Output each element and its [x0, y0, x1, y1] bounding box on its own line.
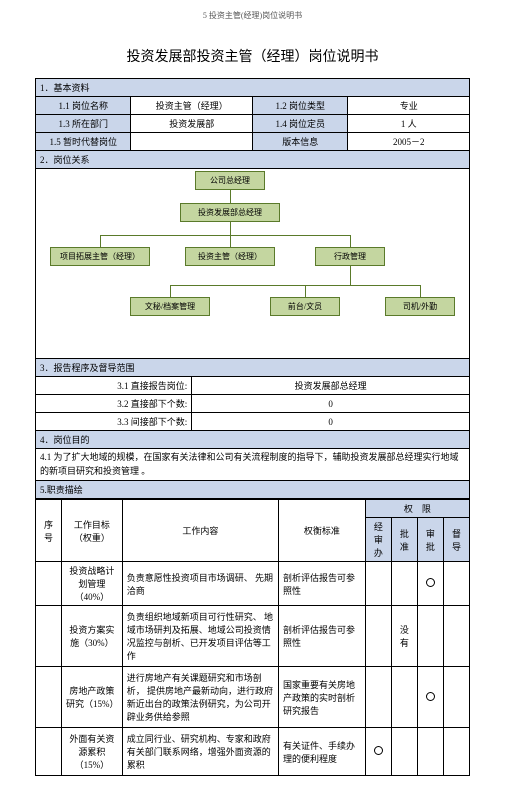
auth-cell — [391, 728, 417, 776]
section-2-header: 2．岗位关系 — [36, 151, 470, 169]
org-chart: 公司总经理 投资发展部总经理 项目拓展主管（经理） 投资主管（经理） — [40, 171, 465, 356]
circle-icon — [426, 578, 435, 587]
label-version: 版本信息 — [252, 133, 347, 151]
table-cell: 投资方案实施（30%） — [62, 606, 123, 667]
value-substitute — [131, 133, 253, 151]
value-headcount: 1 人 — [348, 115, 470, 133]
auth-cell — [365, 606, 391, 667]
auth-cell — [365, 728, 391, 776]
org-line — [230, 235, 231, 247]
auth-cell — [365, 562, 391, 606]
col-auth-4: 督导 — [443, 518, 469, 562]
org-node-investment-mgr: 投资主管（经理） — [185, 247, 275, 266]
table-cell: 负责组织地域新项目可行性研究、 地域市场研判及拓展、地域公司投资情况监控与剖析、… — [122, 606, 278, 667]
col-auth-2: 批准 — [391, 518, 417, 562]
auth-cell — [365, 667, 391, 728]
section-4-header: 4．岗位目的 — [36, 431, 470, 449]
table-cell — [36, 728, 62, 776]
responsibilities-table: 序号 工作目标（权重） 工作内容 权衡标准 权 限 经审办 批准 审批 督导 投… — [35, 499, 470, 776]
col-auth: 权 限 — [365, 500, 469, 518]
auth-cell — [417, 562, 443, 606]
org-node-driver: 司机/外勤 — [385, 297, 455, 316]
org-line — [305, 285, 306, 297]
auth-cell — [417, 606, 443, 667]
value-department: 投资发展部 — [131, 115, 253, 133]
auth-cell — [443, 606, 469, 667]
document-title: 投资发展部投资主管（经理）岗位说明书 — [35, 46, 470, 66]
label-direct-sub: 3.2 直接部下个数: — [36, 395, 192, 413]
table-cell — [36, 562, 62, 606]
circle-icon — [374, 746, 383, 755]
col-standard: 权衡标准 — [279, 500, 366, 562]
label-substitute: 1.5 暂时代替岗位 — [36, 133, 131, 151]
section-5-header: 5.职责描绘 — [36, 481, 470, 499]
label-position-name: 1.1 岗位名称 — [36, 97, 131, 115]
section-3-header: 3．报告程序及督导范围 — [36, 359, 470, 377]
org-line — [420, 285, 421, 297]
table-cell: 国家重要有关房地产政策的实时剖析研究报告 — [279, 667, 366, 728]
table-cell: 负责意愿性投资项目市场调研、 先期洽商 — [122, 562, 278, 606]
table-cell: 成立同行业、研究机构、专家和政府有关部门联系网络，增强外面资源的累积 — [122, 728, 278, 776]
auth-cell — [443, 728, 469, 776]
auth-cell — [417, 728, 443, 776]
value-position-type: 专业 — [348, 97, 470, 115]
org-chart-area: 公司总经理 投资发展部总经理 项目拓展主管（经理） 投资主管（经理） — [36, 169, 470, 359]
col-goal: 工作目标（权重） — [62, 500, 123, 562]
col-auth-1: 经审办 — [365, 518, 391, 562]
main-table: 1．基本资料 1.1 岗位名称 投资主管（经理） 1.2 岗位类型 专业 1.3… — [35, 78, 470, 499]
org-line — [100, 235, 101, 247]
org-line — [230, 189, 231, 203]
org-node-project-dev: 项目拓展主管（经理） — [50, 247, 150, 266]
value-indirect-sub: 0 — [192, 413, 470, 431]
org-line — [350, 235, 351, 247]
org-node-secretary: 文秘/档案管理 — [130, 297, 210, 316]
table-cell — [36, 606, 62, 667]
org-line — [170, 285, 420, 286]
org-node-dept-gm: 投资发展部总经理 — [180, 203, 280, 222]
value-version: 2005－2 — [348, 133, 470, 151]
auth-cell — [443, 562, 469, 606]
auth-cell: 没有 — [391, 606, 417, 667]
auth-cell — [443, 667, 469, 728]
org-node-admin: 行政管理 — [315, 247, 385, 266]
label-direct-report: 3.1 直接报告岗位: — [36, 377, 192, 395]
org-line — [170, 285, 171, 297]
label-headcount: 1.4 岗位定员 — [252, 115, 347, 133]
col-auth-3: 审批 — [417, 518, 443, 562]
page-header-text: 5 投资主管(经理)岗位说明书 — [35, 10, 470, 21]
org-node-front-desk: 前台/文员 — [270, 297, 340, 316]
auth-cell — [391, 667, 417, 728]
purpose-text: 4.1 为了扩大地域的规模，在国家有关法律和公司有关流程制度的指导下，辅助投资发… — [36, 449, 470, 481]
label-department: 1.3 所在部门 — [36, 115, 131, 133]
auth-cell — [417, 667, 443, 728]
org-line — [350, 265, 351, 285]
value-direct-sub: 0 — [192, 395, 470, 413]
section-1-header: 1．基本资料 — [36, 79, 470, 97]
value-position-name: 投资主管（经理） — [131, 97, 253, 115]
org-node-ceo: 公司总经理 — [195, 171, 265, 190]
col-content: 工作内容 — [122, 500, 278, 562]
table-cell: 剖析评估报告可参照性 — [279, 562, 366, 606]
table-cell: 房地产政策研究（15%） — [62, 667, 123, 728]
table-cell: 有关证件、手续办理的便利程度 — [279, 728, 366, 776]
circle-icon — [426, 692, 435, 701]
auth-cell — [391, 562, 417, 606]
org-line — [230, 221, 231, 235]
table-cell: 剖析评估报告可参照性 — [279, 606, 366, 667]
table-cell: 外面有关资源累积（15%） — [62, 728, 123, 776]
value-direct-report: 投资发展部总经理 — [192, 377, 470, 395]
label-position-type: 1.2 岗位类型 — [252, 97, 347, 115]
org-line — [100, 235, 350, 236]
table-cell — [36, 667, 62, 728]
table-cell: 进行房地产有关课题研究和市场剖析， 提供房地产最新动向，进行政府新近出台的政策法… — [122, 667, 278, 728]
label-indirect-sub: 3.3 间接部下个数: — [36, 413, 192, 431]
table-cell: 投资战略计划管理（40%） — [62, 562, 123, 606]
col-no: 序号 — [36, 500, 62, 562]
